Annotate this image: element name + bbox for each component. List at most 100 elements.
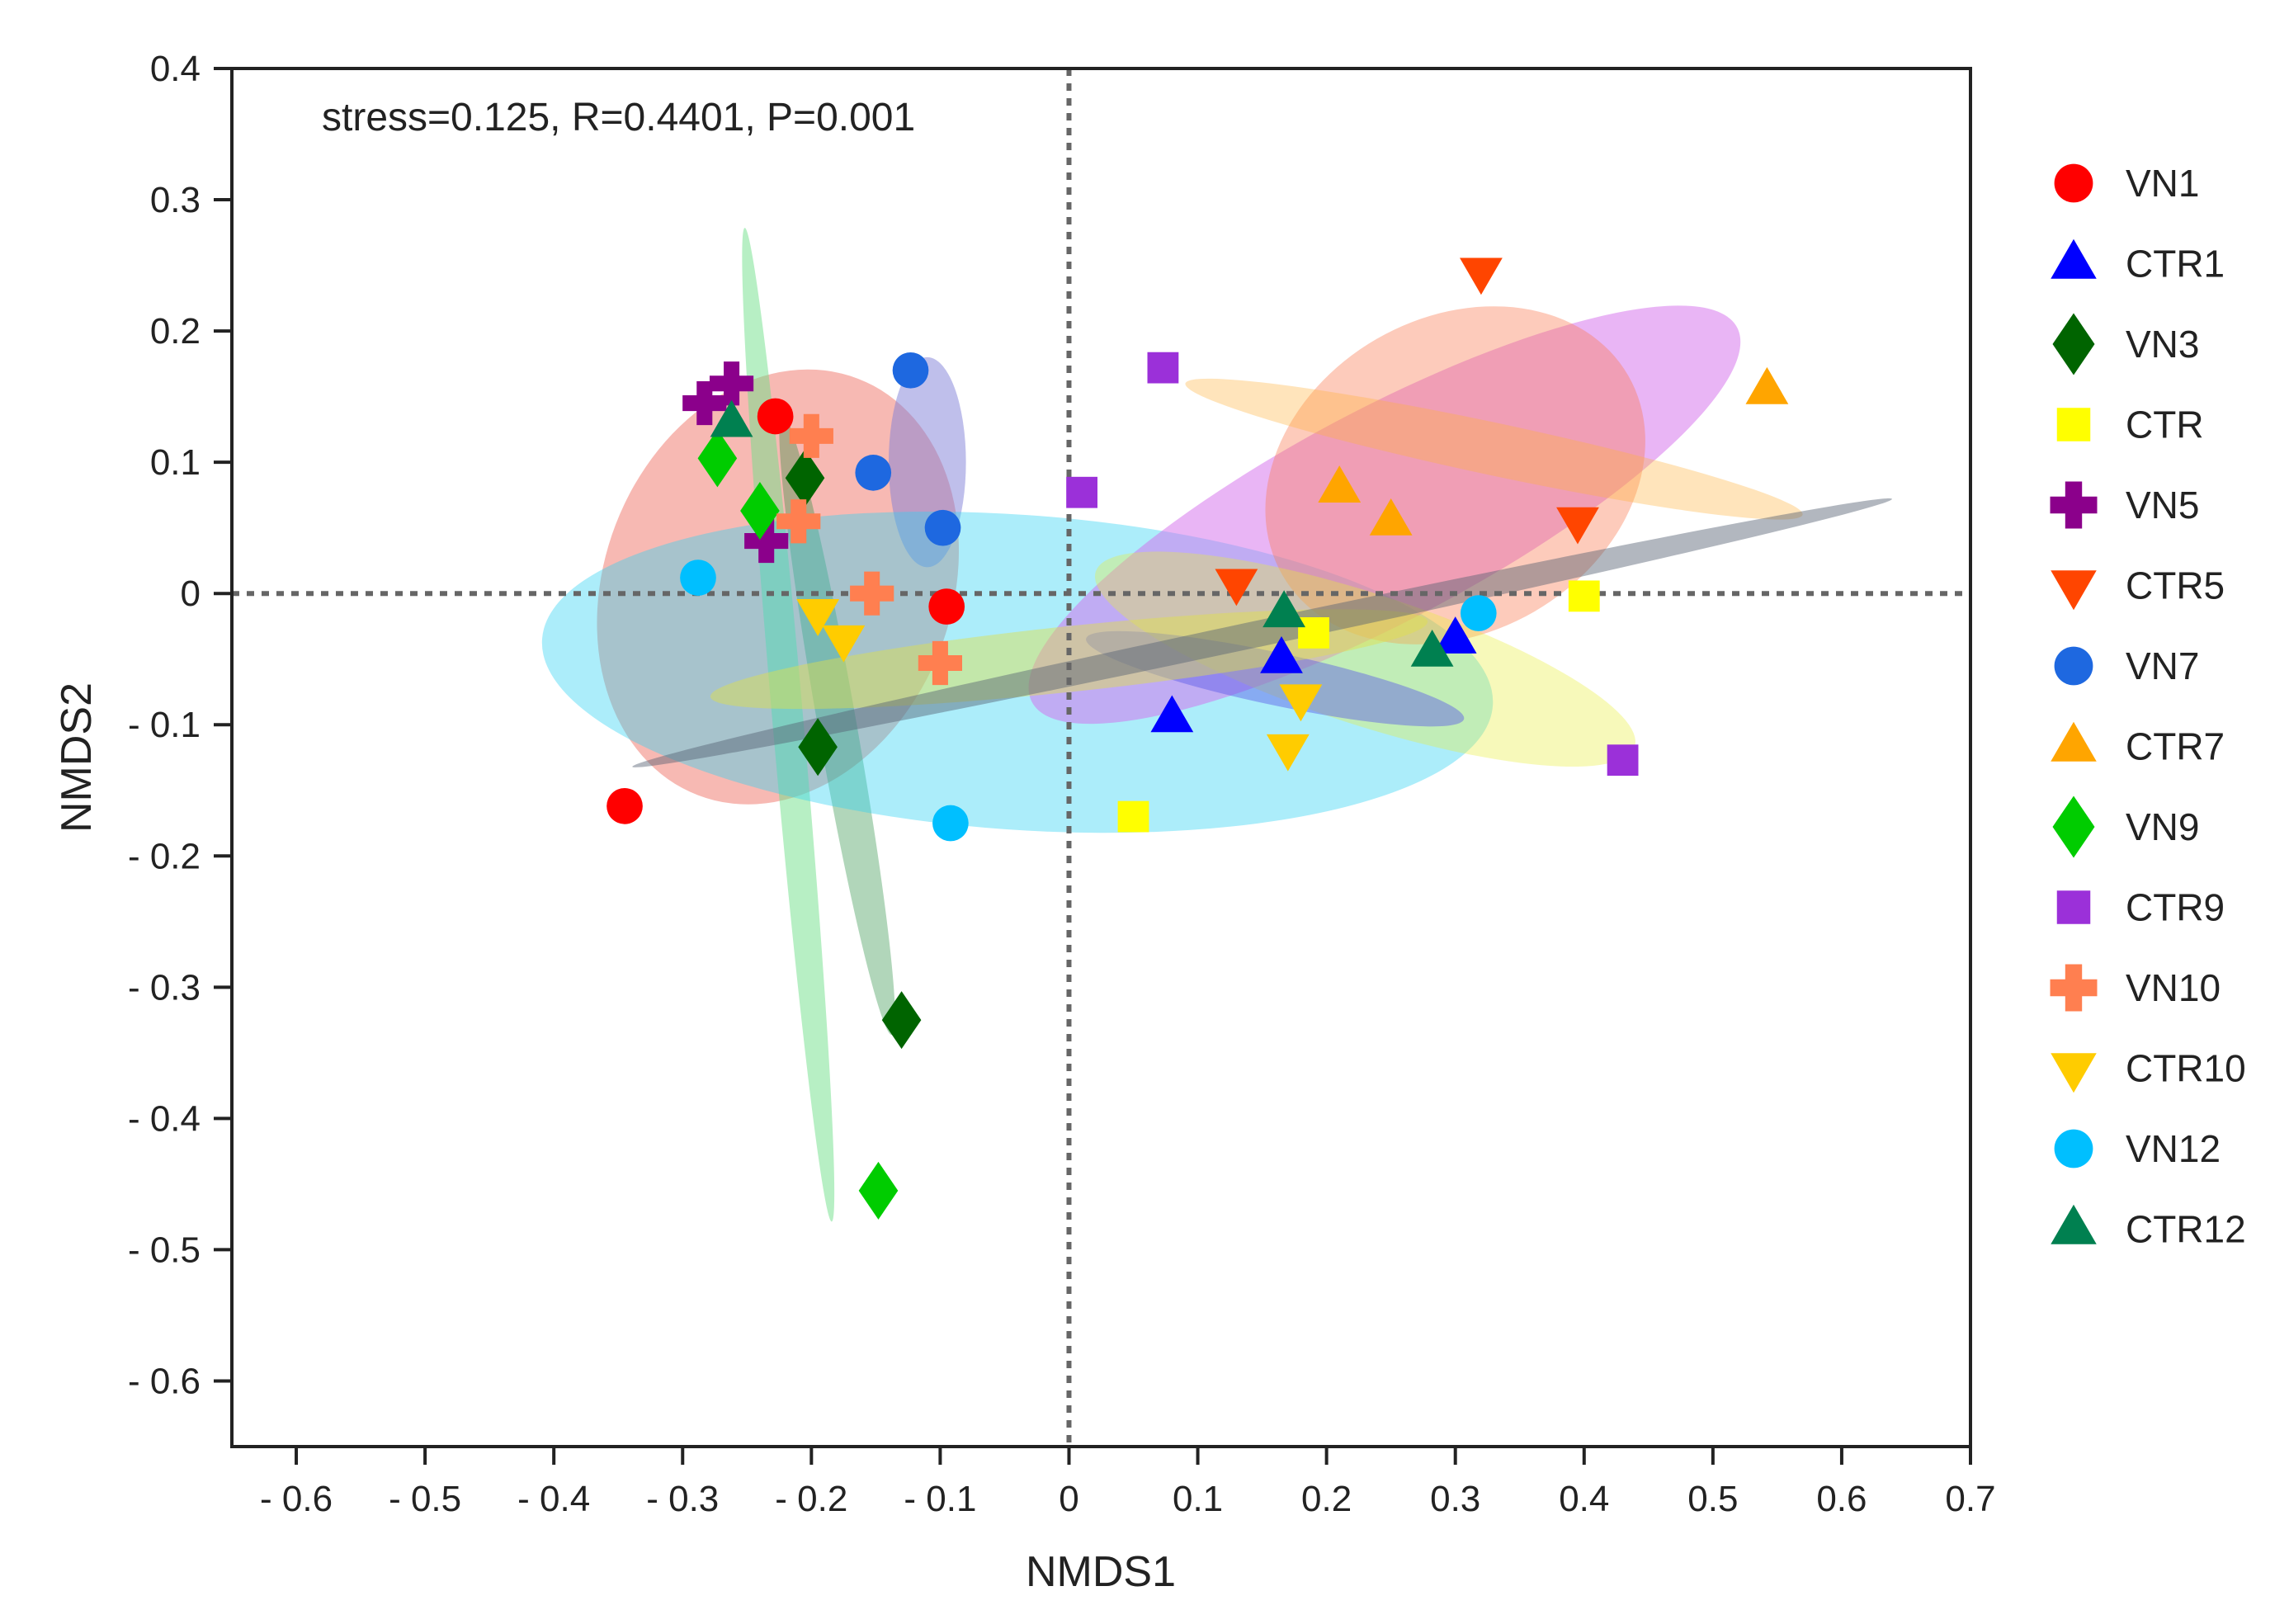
point-ctr9-3 xyxy=(1607,744,1639,777)
legend-marker-ctr7 xyxy=(2051,721,2097,762)
point-vn7-1 xyxy=(892,352,929,389)
point-vn3-2 xyxy=(798,718,838,777)
point-vn12-3 xyxy=(1460,595,1497,631)
x-tick-label: 0.6 xyxy=(1816,1479,1867,1519)
y-tick-label: - 0.6 xyxy=(128,1361,201,1401)
point-vn3-3 xyxy=(881,991,922,1050)
x-tick-label: - 0.4 xyxy=(517,1479,590,1519)
point-ctr1-1 xyxy=(1150,695,1194,733)
x-tick-label: 0.2 xyxy=(1301,1479,1352,1519)
point-ctr-1 xyxy=(1117,800,1149,833)
legend-label-ctr: CTR xyxy=(2126,404,2204,446)
y-axis-title: NMDS2 xyxy=(53,682,101,833)
point-ctr9-1 xyxy=(1147,352,1179,384)
y-tick-label: - 0.1 xyxy=(128,705,201,745)
x-axis-ticks: - 0.6 - 0.5 - 0.4 - 0.3 - 0.2 - 0.1 0 0.1 0.2 0.3… xyxy=(260,1447,1996,1519)
legend-marker-ctr10 xyxy=(2051,1053,2097,1093)
legend-label-vn5: VN5 xyxy=(2126,484,2199,526)
legend-label-ctr5: CTR5 xyxy=(2126,564,2225,607)
x-axis-title: NMDS1 xyxy=(1026,1548,1176,1596)
ellipse-ctr7 xyxy=(1185,378,1803,520)
point-ctr5-3 xyxy=(1556,507,1599,545)
point-vn3-1 xyxy=(785,449,825,508)
y-tick-label: - 0.4 xyxy=(128,1098,201,1139)
legend-marker-ctr1 xyxy=(2051,238,2097,279)
point-ctr-2 xyxy=(1298,617,1329,649)
point-vn12-2 xyxy=(932,805,969,842)
data-points xyxy=(606,257,1789,1220)
legend-marker-vn7 xyxy=(2054,646,2093,686)
point-ctr12-3 xyxy=(1410,629,1454,667)
legend-label-ctr12: CTR12 xyxy=(2126,1208,2246,1251)
legend-marker-vn3 xyxy=(2052,313,2095,375)
legend-label-vn9: VN9 xyxy=(2126,805,2199,848)
point-ctr12-2 xyxy=(1262,590,1306,628)
point-ctr7-1 xyxy=(1318,465,1362,503)
reference-lines xyxy=(232,68,1970,1447)
point-vn9-3 xyxy=(858,1161,899,1220)
y-tick-label: 0.4 xyxy=(150,49,201,89)
point-vn7-3 xyxy=(924,509,961,546)
legend-marker-vn12 xyxy=(2054,1129,2093,1168)
point-vn1-1 xyxy=(606,788,643,824)
legend-label-vn12: VN12 xyxy=(2126,1127,2221,1170)
point-ctr1-3 xyxy=(1433,616,1477,654)
ellipse-ctr xyxy=(1094,551,1635,767)
point-ctr-3 xyxy=(1568,580,1600,612)
x-tick-label: 0.1 xyxy=(1173,1479,1223,1519)
ellipse-vn3 xyxy=(779,414,895,1036)
x-tick-label: - 0.6 xyxy=(260,1479,333,1519)
y-tick-label: 0.3 xyxy=(150,180,201,220)
x-tick-label: 0.7 xyxy=(1945,1479,1995,1519)
x-tick-label: 0.3 xyxy=(1430,1479,1480,1519)
point-ctr10-2 xyxy=(822,625,866,663)
ellipse-vn5 xyxy=(632,498,1892,767)
point-ctr10-1 xyxy=(796,599,840,636)
plot-frame xyxy=(230,67,1972,1448)
legend-marker-ctr9 xyxy=(2056,890,2091,924)
point-vn10-1 xyxy=(789,413,833,458)
point-vn5-2 xyxy=(709,361,754,406)
legend-marker-ctr xyxy=(2056,408,2091,441)
point-ctr7-2 xyxy=(1369,498,1413,536)
point-ctr5-1 xyxy=(1215,569,1258,607)
point-ctr12-1 xyxy=(710,399,753,437)
point-vn12-1 xyxy=(680,559,716,596)
x-tick-label: - 0.2 xyxy=(775,1479,847,1519)
point-vn1-2 xyxy=(757,398,794,435)
point-vn7-2 xyxy=(855,455,892,491)
y-tick-label: - 0.2 xyxy=(128,836,201,876)
legend-label-ctr9: CTR9 xyxy=(2126,886,2225,929)
point-vn10-4 xyxy=(918,640,963,686)
ellipse-ctr5 xyxy=(1265,306,1645,644)
y-axis-ticks: 0.4 0.3 0.2 0.1 0 - 0.1 - 0.2 - 0.3 - 0.4 - 0.5 - … xyxy=(128,49,232,1401)
point-vn5-3 xyxy=(744,518,789,564)
point-vn9-2 xyxy=(740,481,780,540)
point-vn9-1 xyxy=(697,429,738,488)
point-vn10-2 xyxy=(776,499,821,544)
point-ctr9-2 xyxy=(1066,476,1097,508)
y-tick-label: - 0.3 xyxy=(128,967,201,1008)
point-ctr10-3 xyxy=(1279,684,1323,722)
legend-marker-vn1 xyxy=(2054,163,2093,203)
x-tick-label: 0.5 xyxy=(1687,1479,1738,1519)
ellipse-ctr10 xyxy=(710,609,1428,710)
legend-label-vn3: VN3 xyxy=(2126,323,2199,366)
x-tick-label: - 0.3 xyxy=(646,1479,719,1519)
legend-label-ctr7: CTR7 xyxy=(2126,725,2225,768)
point-vn1-3 xyxy=(928,588,965,625)
legend-marker-vn9 xyxy=(2052,795,2095,858)
point-ctr1-2 xyxy=(1260,635,1303,673)
point-vn10-3 xyxy=(850,571,894,616)
y-tick-label: 0 xyxy=(181,574,201,614)
legend-label-vn7: VN7 xyxy=(2126,644,2199,687)
x-tick-label: - 0.5 xyxy=(389,1479,461,1519)
y-tick-label: - 0.5 xyxy=(128,1230,201,1270)
x-tick-label: - 0.1 xyxy=(904,1479,976,1519)
y-tick-label: 0.1 xyxy=(150,442,201,483)
legend-marker-ctr12 xyxy=(2051,1204,2097,1244)
x-tick-label: 0.4 xyxy=(1559,1479,1609,1519)
legend-label-ctr10: CTR10 xyxy=(2126,1047,2246,1090)
